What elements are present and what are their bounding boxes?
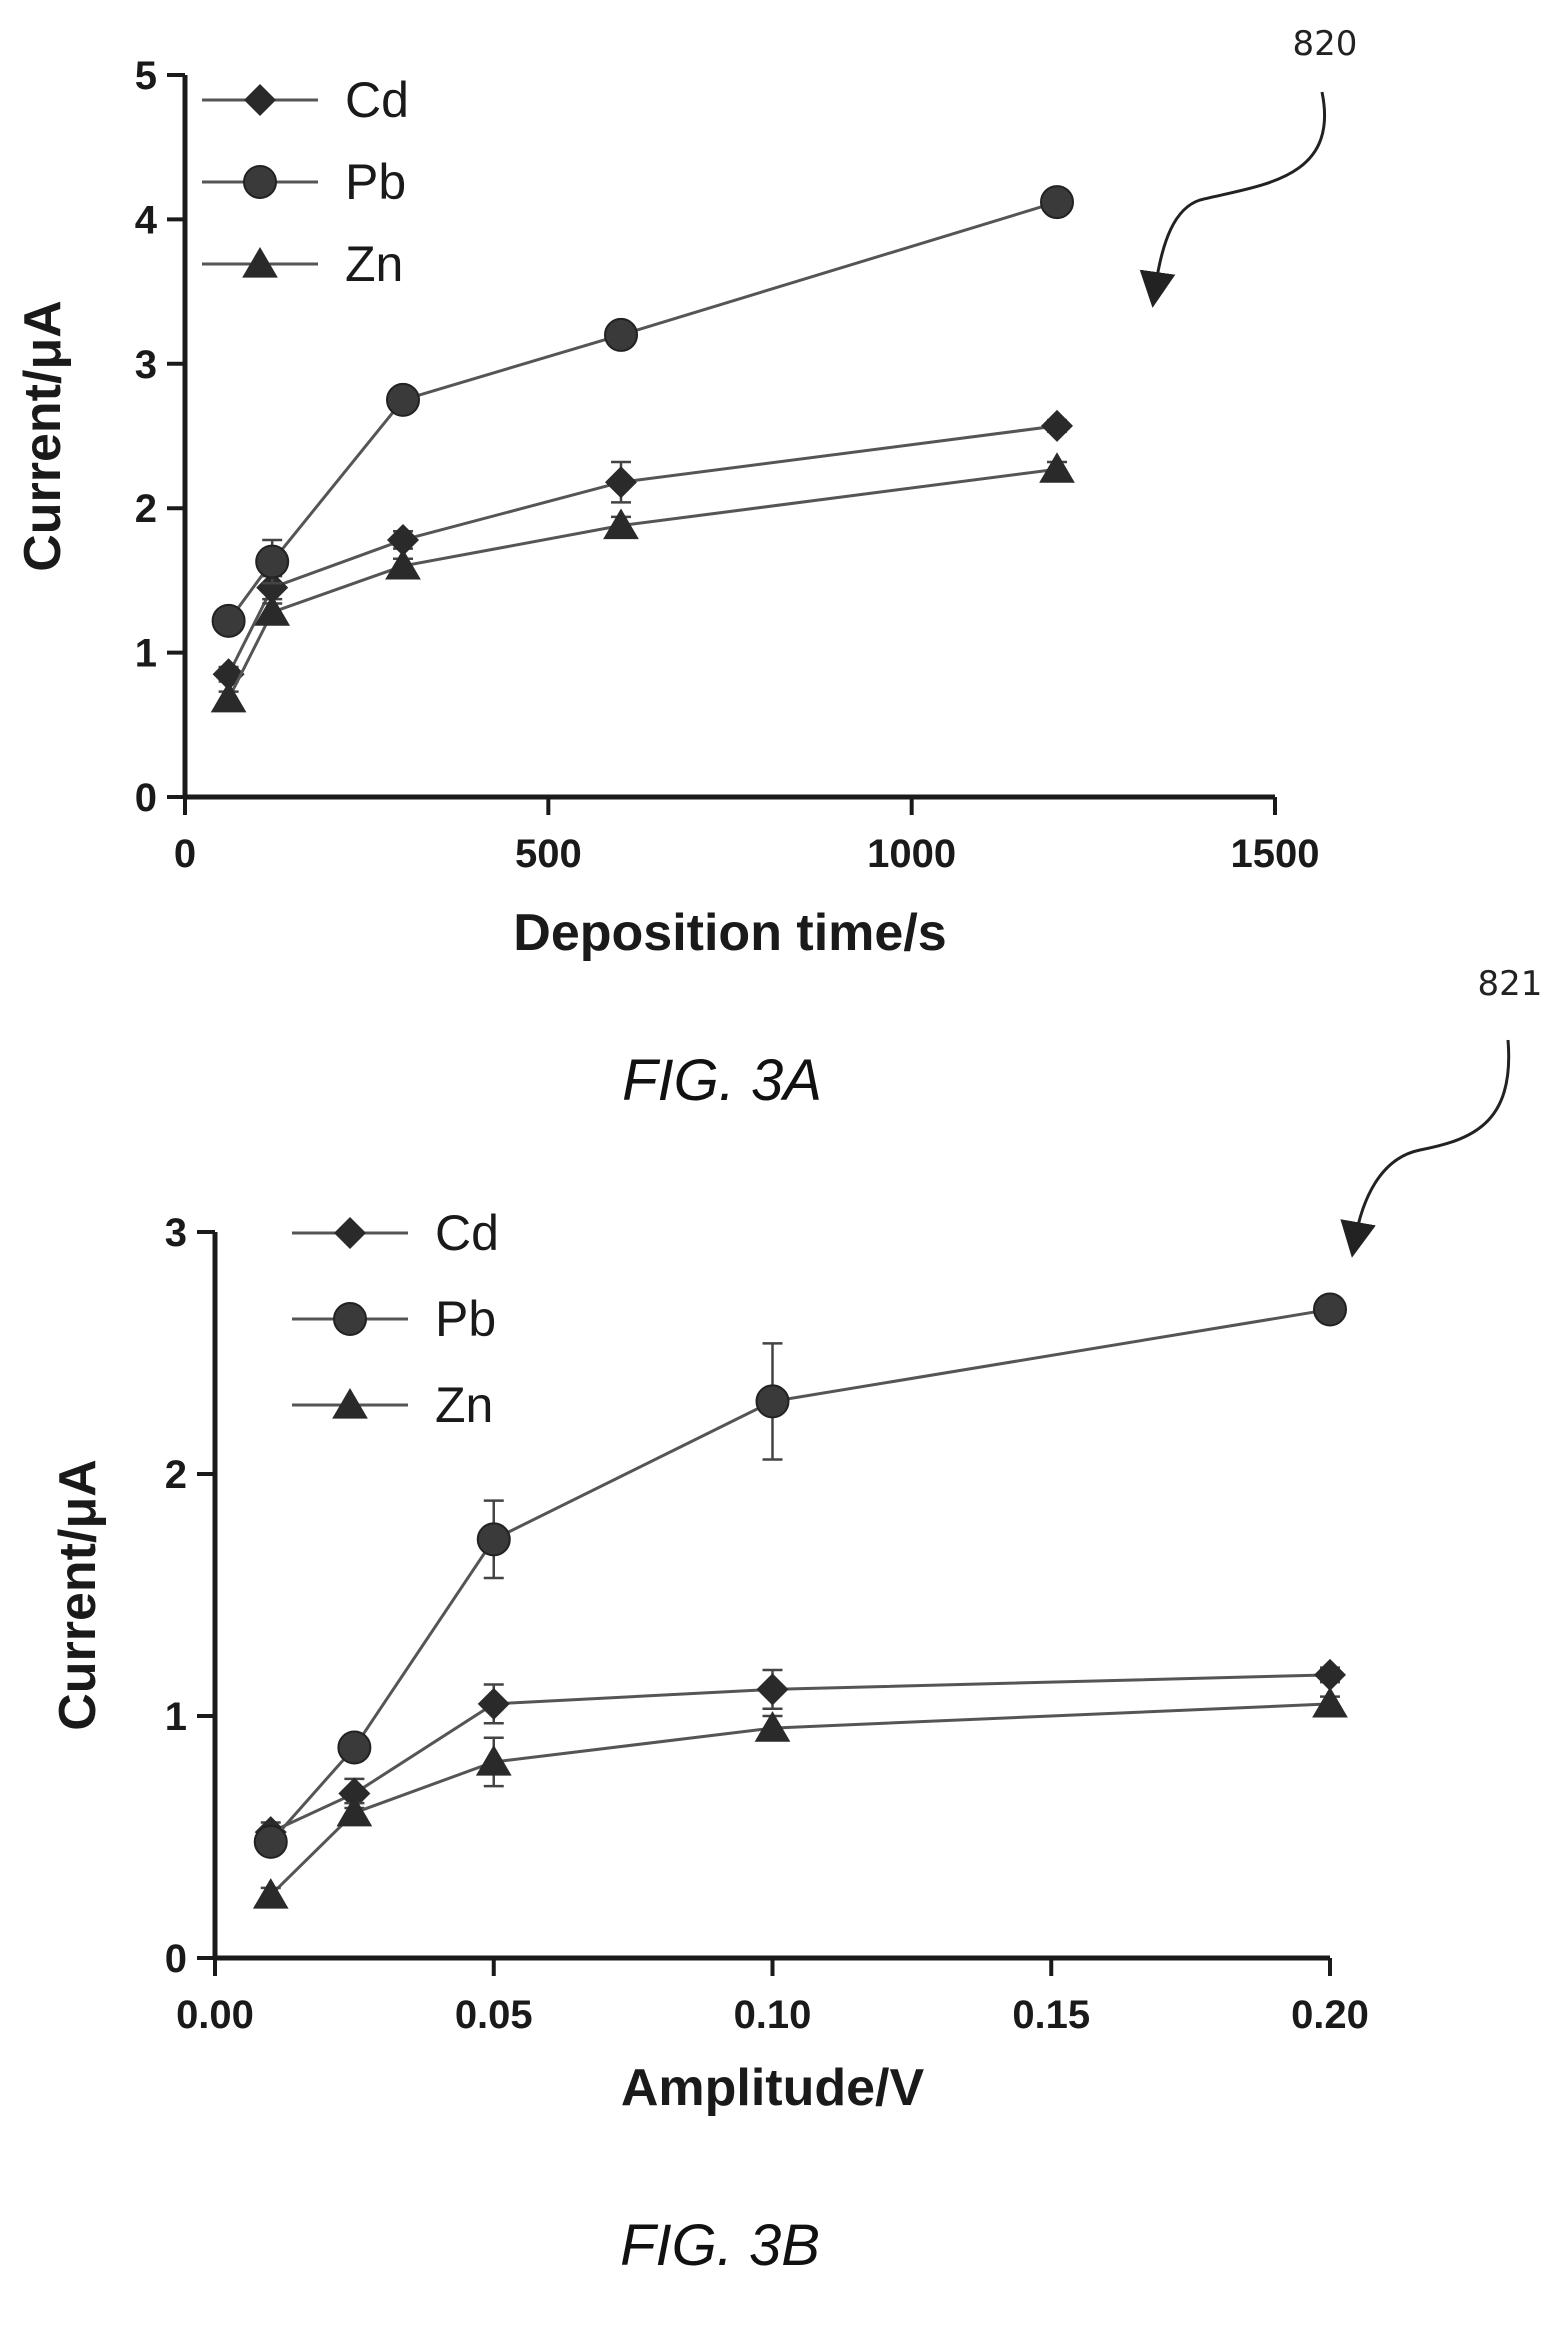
y-tick-label: 5 <box>135 54 157 98</box>
series-line-zn <box>269 1702 1331 1897</box>
data-point-cd <box>1041 409 1073 442</box>
figure-caption-3b: FIG. 3B <box>620 2213 820 2278</box>
legend-label-zn: Zn <box>435 1377 493 1433</box>
data-point-cd <box>338 1777 371 1810</box>
x-axis-label: Amplitude/V <box>621 2059 925 2117</box>
data-point-pb <box>253 1824 288 1859</box>
data-point-zn <box>336 1795 373 1827</box>
data-point-pb <box>755 1384 790 1419</box>
data-point-zn <box>252 1878 289 1909</box>
pointer-arrow-821 <box>1340 1039 1511 1258</box>
data-point-pb <box>476 1522 511 1557</box>
y-tick-label: 1 <box>135 632 157 676</box>
data-point-pb <box>1313 1292 1347 1327</box>
legend-marker-zn <box>332 1388 368 1419</box>
data-point-pb <box>604 317 638 352</box>
x-tick-label: 0.20 <box>1291 1993 1369 2037</box>
y-tick-label: 0 <box>165 1937 187 1981</box>
data-point-cd <box>1314 1658 1346 1691</box>
y-tick-label: 2 <box>165 1453 187 1497</box>
data-point-cd <box>256 571 289 604</box>
x-tick-label: 0.05 <box>455 1993 533 2037</box>
reference-number-820: 820 <box>1293 24 1358 64</box>
reference-number-821: 821 <box>1478 964 1543 1004</box>
data-point-zn <box>1039 452 1075 483</box>
y-tick-label: 3 <box>165 1211 187 1255</box>
data-point-pb <box>337 1730 372 1765</box>
pointer-arrow-820 <box>1139 91 1326 308</box>
y-tick-label: 1 <box>165 1695 187 1739</box>
legend-label-cd: Cd <box>345 72 409 128</box>
x-tick-label: 0 <box>174 832 196 876</box>
series-pb <box>253 1292 1347 1859</box>
legend-label-pb: Pb <box>345 154 406 210</box>
legend-marker-pb <box>333 1302 367 1336</box>
data-point-pb <box>211 603 246 638</box>
data-point-cd <box>387 523 419 556</box>
data-point-cd <box>605 466 637 499</box>
series-zn <box>252 1686 1348 1909</box>
y-axis-label: Current/μA <box>14 300 72 572</box>
y-tick-label: 4 <box>135 198 158 242</box>
chart-deposition-time: 0 1 2 3 4 5 0 500 1000 1500 Deposition time/s Curre… <box>14 54 1319 962</box>
x-axis-label: Deposition time/s <box>513 904 946 962</box>
data-point-zn <box>1312 1686 1348 1718</box>
data-point-zn <box>210 681 247 713</box>
x-tick-label: 0.00 <box>176 1993 254 2037</box>
y-tick-label: 0 <box>135 776 157 820</box>
legend-label-pb: Pb <box>435 1291 496 1347</box>
legend-marker-zn <box>242 247 278 278</box>
data-point-zn <box>254 595 291 626</box>
legend-label-cd: Cd <box>435 1205 499 1261</box>
x-tick-label: 1500 <box>1231 832 1320 876</box>
series-pb <box>211 185 1074 638</box>
x-tick-label: 0.10 <box>734 1993 812 2037</box>
data-point-pb <box>386 382 420 417</box>
series-zn <box>210 452 1075 713</box>
series-line-pb <box>269 1307 1331 1843</box>
data-point-zn <box>475 1744 512 1776</box>
legend-marker-pb <box>243 165 277 199</box>
y-tick-label: 2 <box>135 487 157 531</box>
series-cd <box>254 1658 1346 1849</box>
chart-amplitude: 0 1 2 3 0.00 0.05 0.10 0.15 0.20 Amplitude/V Curre… <box>49 1205 1369 2117</box>
legend-marker-cd <box>334 1217 366 1249</box>
series-cd <box>212 409 1073 691</box>
series-line-zn <box>227 467 1058 700</box>
y-axis-label: Current/μA <box>49 1459 107 1731</box>
legend-label-zn: Zn <box>345 236 403 292</box>
data-point-pb <box>1040 185 1074 220</box>
data-point-pb <box>255 544 290 579</box>
x-tick-label: 0.15 <box>1012 1993 1090 2037</box>
y-tick-label: 3 <box>135 343 157 387</box>
series-line-cd <box>270 1673 1331 1834</box>
x-tick-label: 500 <box>515 832 582 876</box>
data-point-zn <box>603 508 639 540</box>
figure-caption-3a: FIG. 3A <box>622 1048 822 1113</box>
x-tick-label: 1000 <box>867 832 956 876</box>
legend-marker-cd <box>244 84 276 116</box>
data-point-zn <box>754 1711 791 1742</box>
data-point-zn <box>385 548 421 580</box>
data-point-cd <box>477 1687 510 1720</box>
data-point-cd <box>756 1673 789 1706</box>
